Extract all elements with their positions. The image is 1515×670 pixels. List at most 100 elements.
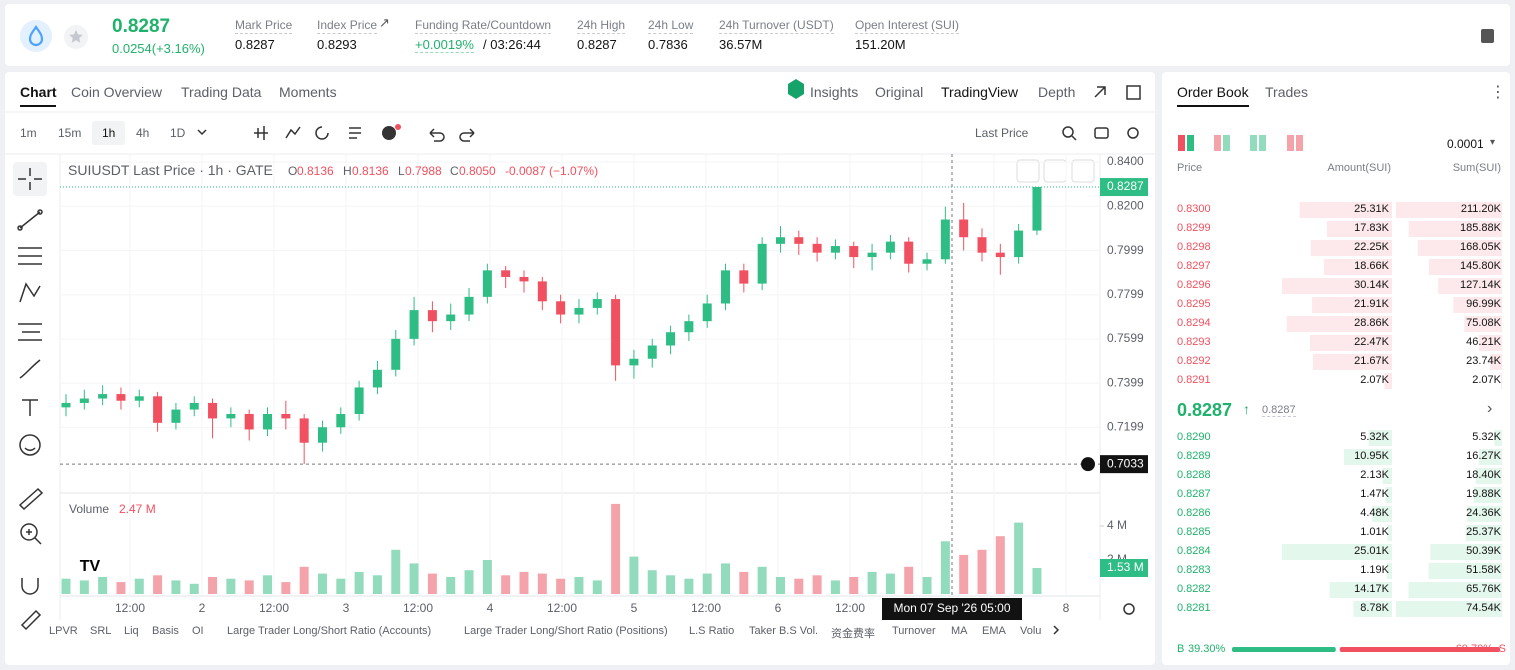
candle-body	[904, 241, 914, 264]
view-tab[interactable]: Insights	[810, 84, 859, 100]
view-tab[interactable]: TradingView	[941, 84, 1019, 100]
tab[interactable]: Coin Overview	[71, 84, 163, 100]
ob-precision[interactable]: 0.0001	[1447, 137, 1484, 151]
indicator[interactable]: SRL	[90, 625, 112, 637]
tab[interactable]: Moments	[279, 84, 337, 100]
indicator[interactable]: Large Trader Long/Short Ratio (Positions…	[464, 625, 668, 637]
indicator[interactable]: Liq	[124, 625, 139, 637]
ob-sum: 23.74K	[1466, 355, 1501, 367]
indicator[interactable]: Large Trader Long/Short Ratio (Accounts)	[227, 625, 432, 637]
collapse-button[interactable]	[1043, 159, 1067, 183]
candle-body	[885, 241, 895, 253]
volume-bar	[794, 578, 804, 594]
interval[interactable]: 1D	[170, 126, 186, 140]
stat-value: 36.57M	[719, 37, 763, 52]
ob-precision-caret: ▾	[1490, 137, 1496, 148]
indicator-icon[interactable]	[382, 126, 396, 140]
volume-bar	[61, 578, 71, 594]
ob-price: 0.8281	[1177, 602, 1211, 614]
candle-body	[556, 301, 566, 315]
ob-amount: 14.17K	[1354, 583, 1389, 595]
depth-mode-icon	[1178, 135, 1185, 151]
crosshair-price-text: 0.7033	[1107, 456, 1144, 470]
candle-body	[391, 338, 401, 370]
index-arrow-icon: ↗	[379, 15, 390, 30]
ob-amount-bar	[1310, 240, 1392, 256]
indicator[interactable]: Basis	[152, 625, 179, 637]
scroll-button[interactable]	[1016, 159, 1040, 183]
volume-bar	[959, 554, 969, 594]
ob-mid-arrow: ↑	[1243, 401, 1250, 417]
candle-body	[98, 394, 108, 399]
volume-bar	[317, 573, 327, 594]
buy-value: 39.30%	[1188, 643, 1226, 655]
indicator[interactable]: OI	[192, 625, 204, 637]
interval[interactable]: 1m	[20, 126, 37, 140]
tool-selected	[13, 162, 47, 196]
ob-sum: 19.88K	[1466, 488, 1501, 500]
candle-body	[409, 310, 419, 339]
interval[interactable]: 4h	[136, 126, 150, 140]
volume-bar	[647, 570, 657, 594]
ob-sum-bar	[1396, 601, 1502, 617]
ob-sum-bar	[1494, 430, 1502, 446]
volume-bar	[995, 536, 1005, 594]
ob-sum-bar	[1467, 506, 1502, 522]
ob-amount: 4.48K	[1360, 507, 1389, 519]
crosshair-time-tag	[882, 598, 1022, 620]
candle-body	[244, 413, 254, 430]
view-tab[interactable]: Depth	[1038, 84, 1076, 100]
ob-sum: 18.40K	[1466, 469, 1501, 481]
view-tab[interactable]: Original	[875, 84, 924, 100]
y-tick-label: 0.7999	[1107, 243, 1144, 257]
stat-label: Mark Price	[235, 18, 293, 34]
indicator[interactable]: Volu	[1020, 625, 1042, 637]
candle-body	[739, 270, 749, 284]
ob-price: 0.8299	[1177, 222, 1211, 234]
volume-bar	[153, 575, 163, 594]
ob-amount-bar	[1372, 506, 1392, 522]
ob-amount-bar	[1382, 468, 1392, 484]
ob-mark-price: 0.8287	[1262, 404, 1296, 417]
indicator[interactable]: Taker B.S Vol.	[749, 625, 819, 637]
volume-bar	[940, 541, 950, 594]
candle-body	[482, 270, 492, 297]
candle-body	[354, 387, 364, 414]
ob-amount-bar	[1299, 202, 1392, 218]
indicator[interactable]: 资金费率	[831, 628, 875, 640]
tab[interactable]: Chart	[20, 84, 57, 100]
candle-body	[922, 259, 932, 264]
volume-bar	[409, 563, 419, 594]
notebook-icon[interactable]	[1478, 26, 1498, 46]
indicator[interactable]: EMA	[982, 625, 1006, 637]
indicator[interactable]: MA	[951, 625, 968, 637]
ob-sum: 50.39K	[1466, 545, 1501, 557]
sell-label: S	[1498, 643, 1506, 655]
legend-c: C	[450, 164, 459, 178]
candle-body	[849, 246, 859, 258]
x-tick-label: 2	[199, 601, 206, 615]
y-tick-label: 0.7799	[1107, 287, 1144, 301]
candle-body	[427, 310, 437, 322]
indicator[interactable]: LPVR	[49, 625, 78, 637]
ob-menu: ⋮	[1490, 84, 1506, 101]
indicator[interactable]: L.S Ratio	[689, 625, 735, 637]
interval[interactable]: 15m	[58, 126, 82, 140]
tab[interactable]: Trading Data	[181, 84, 262, 100]
ob-price: 0.8282	[1177, 583, 1211, 595]
candle-body	[446, 314, 456, 322]
interval[interactable]: 1h	[102, 126, 116, 140]
last-price-tag-text: 0.8287	[1107, 179, 1144, 193]
indicator[interactable]: Turnover	[892, 625, 936, 637]
fullscreen-button[interactable]	[1071, 159, 1095, 183]
ob-tab[interactable]: Trades	[1265, 84, 1309, 100]
ob-sum: 75.08K	[1466, 317, 1501, 329]
price-source[interactable]: Last Price	[975, 126, 1029, 140]
y-tick-label: 0.7399	[1107, 375, 1144, 389]
ob-sum: 145.80K	[1460, 260, 1501, 272]
ob-amount: 25.31K	[1354, 203, 1389, 215]
favorite-star[interactable]	[64, 25, 88, 49]
ob-tab[interactable]: Order Book	[1177, 84, 1249, 107]
ob-amount: 21.91K	[1354, 298, 1389, 310]
ob-amount-bar	[1312, 297, 1392, 313]
